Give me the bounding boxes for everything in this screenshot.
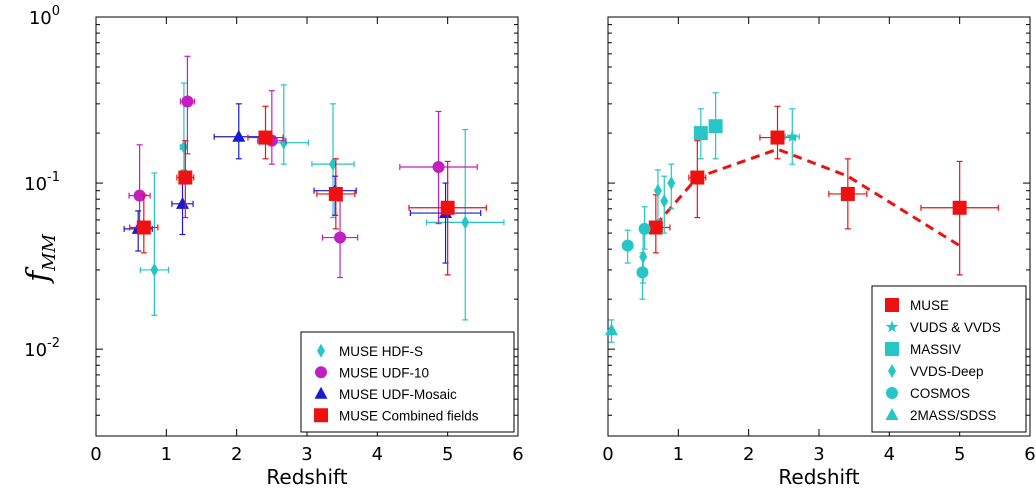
data-point <box>176 196 190 209</box>
data-point <box>786 130 799 143</box>
error-bar <box>408 160 487 276</box>
legend-label: 2MASS/SDSS <box>910 408 996 423</box>
right-panel: 0 1 2 3 4 5 6 Redshift MUSE VUDS & VVDS MASSIV VVDS… <box>602 16 1036 489</box>
legend-marker <box>317 343 325 358</box>
data-point <box>638 222 651 235</box>
data-point <box>181 95 194 108</box>
series-vuds-vvds <box>784 108 800 165</box>
x-tick-label: 3 <box>813 444 824 465</box>
data-point <box>136 220 151 235</box>
series-cosmos <box>621 206 651 300</box>
data-point <box>334 231 347 244</box>
data-point <box>258 130 273 145</box>
y-tick-label: 100 <box>29 4 60 29</box>
x-tick-label: 5 <box>442 444 453 465</box>
error-bar <box>128 144 151 231</box>
error-bar <box>257 90 287 165</box>
data-point <box>179 139 188 154</box>
legend-marker <box>885 298 899 312</box>
x-tick-label: 0 <box>602 444 613 465</box>
model-curve <box>654 147 961 247</box>
data-point <box>440 200 455 215</box>
data-point <box>639 249 648 264</box>
data-point <box>690 170 705 185</box>
legend-marker <box>885 320 899 333</box>
y-tick-label: 10-2 <box>24 336 60 361</box>
series-2mass-sdss <box>605 319 619 343</box>
x-tick-label: 2 <box>231 444 242 465</box>
error-bar <box>920 160 999 276</box>
data-point <box>150 262 159 277</box>
data-point <box>432 160 445 173</box>
legend-marker <box>885 342 899 356</box>
x-tick-label: 6 <box>1024 444 1035 465</box>
legend: MUSE HDF-S MUSE UDF-10 MUSE UDF-Mosaic MUSE… <box>300 331 515 433</box>
series-muse-udf-10 <box>128 55 478 279</box>
legend-marker <box>315 366 327 379</box>
series-muse <box>641 105 999 276</box>
data-point <box>653 183 662 198</box>
x-tick-label: 4 <box>884 444 895 465</box>
data-point <box>770 130 785 145</box>
legend-label: VUDS & VVDS <box>910 320 1001 335</box>
x-axis-label: Redshift <box>266 465 347 489</box>
data-point <box>605 323 619 336</box>
error-bar <box>409 182 482 264</box>
data-point <box>840 186 855 201</box>
y-axis-label-subscript: MM <box>39 233 60 271</box>
series-muse-udf-mosaic <box>123 103 482 264</box>
legend-label: MUSE <box>910 298 949 313</box>
data-point <box>133 189 146 202</box>
data-point <box>621 239 634 252</box>
x-tick-label: 6 <box>512 444 523 465</box>
data-point <box>636 266 649 279</box>
data-point <box>660 194 669 209</box>
legend-marker <box>314 408 328 423</box>
legend-marker <box>314 386 328 399</box>
legend-label: VVDS-Deep <box>910 364 984 379</box>
x-tick-label: 3 <box>301 444 312 465</box>
data-point <box>708 119 723 134</box>
legend-marker <box>885 408 899 420</box>
data-point <box>329 157 338 172</box>
data-point <box>178 170 193 185</box>
x-tick-label: 1 <box>673 444 684 465</box>
data-point <box>328 186 343 201</box>
legend-label: COSMOS <box>910 386 970 401</box>
legend-marker <box>886 387 898 399</box>
legend-label: MUSE UDF-10 <box>339 365 429 380</box>
legend-label: MUSE HDF-S <box>339 344 423 359</box>
data-point <box>232 129 246 142</box>
legend-label: MUSE Combined fields <box>339 408 479 423</box>
data-point <box>648 220 663 235</box>
series-massiv <box>693 92 723 160</box>
data-point <box>952 200 967 215</box>
data-point <box>461 215 470 230</box>
y-tick-label: 10-1 <box>24 170 60 195</box>
x-axis-label: Redshift <box>778 465 859 489</box>
legend: MUSE VUDS & VVDS MASSIV VVDS-Deep COSMOS 2MAS… <box>871 285 1027 433</box>
x-tick-label: 1 <box>161 444 172 465</box>
error-bar <box>258 84 310 165</box>
x-tick-label: 5 <box>954 444 965 465</box>
x-tick-label: 0 <box>90 444 101 465</box>
legend-marker <box>888 364 896 378</box>
data-point <box>667 176 676 191</box>
legend-label: MASSIV <box>910 342 961 357</box>
series-muse-combined-fields <box>129 105 487 276</box>
x-tick-label: 2 <box>743 444 754 465</box>
legend-label: MUSE UDF-Mosaic <box>339 387 457 402</box>
y-axis-label: fMM <box>21 233 60 284</box>
data-point <box>693 126 708 141</box>
x-tick-label: 4 <box>372 444 383 465</box>
legend-box <box>300 331 515 433</box>
